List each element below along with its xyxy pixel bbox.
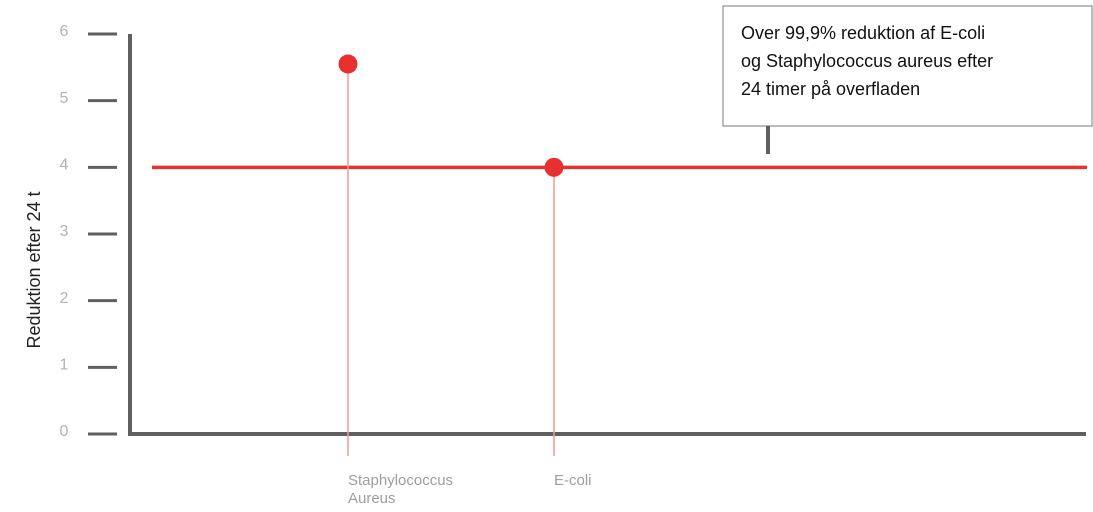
- category-label-line: Aureus: [348, 490, 396, 507]
- y-tick-label: 1: [60, 357, 69, 374]
- annotation: Over 99,9% reduktion af E-coli og Staphyl…: [722, 5, 1093, 154]
- y-tick-label: 0: [60, 423, 69, 440]
- annotation-box: [722, 5, 1093, 127]
- stems: [347, 64, 555, 456]
- category-label-line: E-coli: [554, 472, 592, 489]
- y-ticks: 0 1 2 3 4 5 6: [60, 23, 117, 440]
- y-tick-label: 5: [60, 90, 69, 107]
- category-label: E-coli: [554, 472, 592, 489]
- category-label-line: Staphylococcus: [348, 472, 453, 489]
- annotation-text-line: 24 timer på overfladen: [741, 79, 920, 99]
- y-tick-label: 3: [60, 223, 69, 240]
- y-tick-label: 2: [60, 290, 69, 307]
- y-axis-label: Reduktion efter 24 t: [24, 191, 44, 348]
- annotation-text-line: og Staphylococcus aureus efter: [741, 51, 993, 71]
- points: [338, 54, 564, 177]
- axes: [128, 34, 1086, 436]
- y-tick-label: 6: [60, 23, 69, 40]
- category-label: Staphylococcus Aureus: [348, 472, 453, 507]
- category-labels: Staphylococcus Aureus E-coli: [348, 472, 592, 507]
- y-tick-label: 4: [60, 157, 69, 174]
- annotation-text-line: Over 99,9% reduktion af E-coli: [741, 23, 985, 43]
- data-point: [544, 157, 564, 177]
- data-point: [338, 54, 358, 74]
